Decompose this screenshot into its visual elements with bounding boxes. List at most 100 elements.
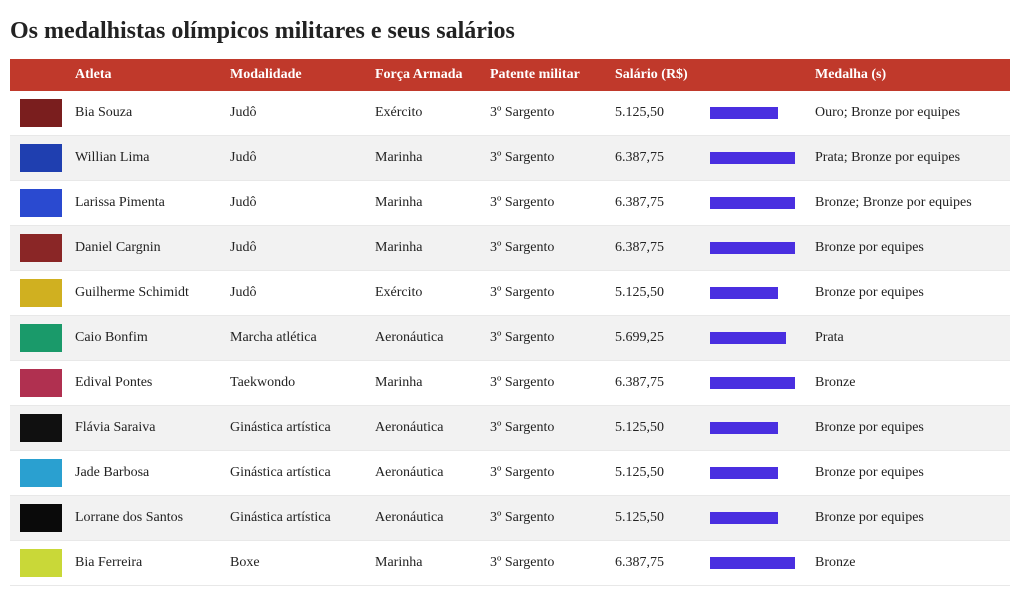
cell-medalha: Prata	[805, 316, 1010, 361]
cell-bar	[700, 226, 805, 271]
table-row: Lorrane dos SantosGinástica artísticaAer…	[10, 496, 1010, 541]
cell-patente: 3º Sargento	[480, 136, 605, 181]
salary-bar-fill	[710, 287, 778, 299]
cell-atleta: Edival Pontes	[65, 361, 220, 406]
cell-forca: Exército	[365, 271, 480, 316]
cell-bar	[700, 91, 805, 136]
cell-modalidade: Boxe	[220, 541, 365, 586]
athlete-thumb	[20, 414, 62, 442]
cell-salario: 6.387,75	[605, 226, 700, 271]
col-header-thumb	[10, 59, 65, 91]
cell-bar	[700, 541, 805, 586]
cell-salario: 6.387,75	[605, 361, 700, 406]
cell-forca: Marinha	[365, 181, 480, 226]
cell-bar	[700, 406, 805, 451]
salary-bar-fill	[710, 107, 778, 119]
cell-forca: Aeronáutica	[365, 316, 480, 361]
col-header-modalidade: Modalidade	[220, 59, 365, 91]
col-header-forca: Força Armada	[365, 59, 480, 91]
athlete-thumb	[20, 504, 62, 532]
cell-atleta: Larissa Pimenta	[65, 181, 220, 226]
cell-bar	[700, 181, 805, 226]
salary-bar	[710, 377, 795, 389]
table-row: Caio BonfimMarcha atléticaAeronáutica3º …	[10, 316, 1010, 361]
cell-forca: Aeronáutica	[365, 406, 480, 451]
cell-salario: 6.387,75	[605, 136, 700, 181]
cell-bar	[700, 361, 805, 406]
athlete-thumb	[20, 324, 62, 352]
medalists-table: Atleta Modalidade Força Armada Patente m…	[10, 59, 1010, 586]
cell-medalha: Ouro; Bronze por equipes	[805, 91, 1010, 136]
cell-modalidade: Judô	[220, 226, 365, 271]
cell-thumb	[10, 181, 65, 226]
salary-bar-fill	[710, 332, 786, 344]
cell-patente: 3º Sargento	[480, 226, 605, 271]
salary-bar	[710, 197, 795, 209]
cell-modalidade: Ginástica artística	[220, 451, 365, 496]
cell-modalidade: Taekwondo	[220, 361, 365, 406]
salary-bar	[710, 557, 795, 569]
salary-bar	[710, 152, 795, 164]
cell-medalha: Bronze por equipes	[805, 226, 1010, 271]
table-header-row: Atleta Modalidade Força Armada Patente m…	[10, 59, 1010, 91]
cell-thumb	[10, 451, 65, 496]
salary-bar	[710, 287, 795, 299]
cell-salario: 5.125,50	[605, 451, 700, 496]
cell-salario: 6.387,75	[605, 181, 700, 226]
cell-modalidade: Judô	[220, 181, 365, 226]
cell-salario: 5.125,50	[605, 406, 700, 451]
table-row: Bia FerreiraBoxeMarinha3º Sargento6.387,…	[10, 541, 1010, 586]
cell-medalha: Bronze por equipes	[805, 406, 1010, 451]
cell-patente: 3º Sargento	[480, 451, 605, 496]
cell-patente: 3º Sargento	[480, 181, 605, 226]
salary-bar-fill	[710, 197, 795, 209]
cell-forca: Aeronáutica	[365, 496, 480, 541]
cell-bar	[700, 271, 805, 316]
cell-salario: 5.125,50	[605, 91, 700, 136]
page-title: Os medalhistas olímpicos militares e seu…	[10, 18, 1010, 45]
cell-patente: 3º Sargento	[480, 361, 605, 406]
table-row: Daniel CargninJudôMarinha3º Sargento6.38…	[10, 226, 1010, 271]
table-row: Larissa PimentaJudôMarinha3º Sargento6.3…	[10, 181, 1010, 226]
cell-atleta: Willian Lima	[65, 136, 220, 181]
cell-thumb	[10, 541, 65, 586]
salary-bar-fill	[710, 152, 795, 164]
col-header-patente: Patente militar	[480, 59, 605, 91]
cell-thumb	[10, 91, 65, 136]
table-row: Bia SouzaJudôExército3º Sargento5.125,50…	[10, 91, 1010, 136]
cell-modalidade: Judô	[220, 91, 365, 136]
athlete-thumb	[20, 234, 62, 262]
cell-patente: 3º Sargento	[480, 541, 605, 586]
cell-patente: 3º Sargento	[480, 316, 605, 361]
col-header-salario: Salário (R$)	[605, 59, 700, 91]
salary-bar-fill	[710, 377, 795, 389]
cell-forca: Exército	[365, 91, 480, 136]
table-row: Flávia SaraivaGinástica artísticaAeronáu…	[10, 406, 1010, 451]
cell-bar	[700, 496, 805, 541]
cell-atleta: Bia Souza	[65, 91, 220, 136]
cell-thumb	[10, 316, 65, 361]
salary-bar-fill	[710, 422, 778, 434]
cell-forca: Marinha	[365, 226, 480, 271]
cell-modalidade: Ginástica artística	[220, 406, 365, 451]
cell-bar	[700, 136, 805, 181]
cell-atleta: Daniel Cargnin	[65, 226, 220, 271]
salary-bar-fill	[710, 512, 778, 524]
cell-atleta: Caio Bonfim	[65, 316, 220, 361]
salary-bar-fill	[710, 242, 795, 254]
cell-thumb	[10, 226, 65, 271]
cell-thumb	[10, 136, 65, 181]
athlete-thumb	[20, 144, 62, 172]
cell-salario: 6.387,75	[605, 541, 700, 586]
cell-atleta: Lorrane dos Santos	[65, 496, 220, 541]
cell-forca: Marinha	[365, 136, 480, 181]
cell-atleta: Guilherme Schimidt	[65, 271, 220, 316]
cell-bar	[700, 316, 805, 361]
cell-medalha: Bronze; Bronze por equipes	[805, 181, 1010, 226]
cell-modalidade: Judô	[220, 271, 365, 316]
cell-medalha: Bronze	[805, 541, 1010, 586]
cell-thumb	[10, 496, 65, 541]
col-header-atleta: Atleta	[65, 59, 220, 91]
salary-bar	[710, 332, 795, 344]
athlete-thumb	[20, 279, 62, 307]
